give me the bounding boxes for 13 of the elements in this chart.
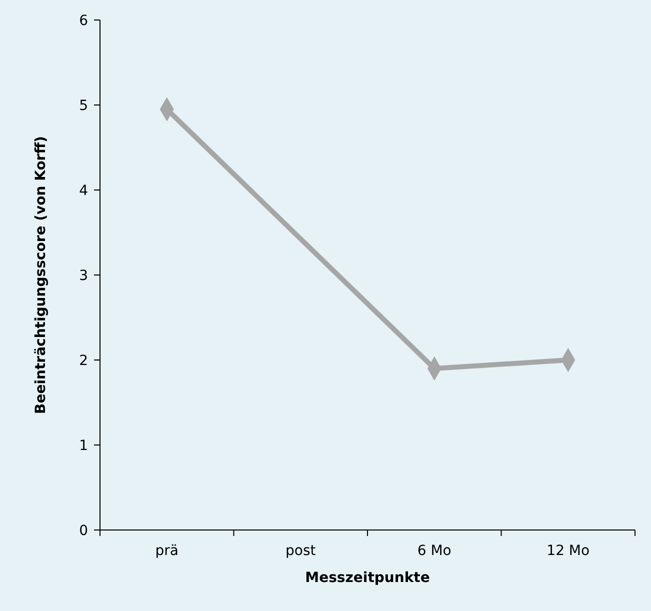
x-tick-label: 6 Mo [417,543,452,559]
y-tick-label: 2 [79,352,88,369]
y-tick-label: 1 [79,438,88,454]
x-tick-label: prä [155,543,178,559]
y-tick-label: 4 [79,182,88,199]
x-axis-title: Messzeitpunkte [305,570,430,586]
y-axis-title: Beeinträchtigungsscore (von Korff) [33,136,49,414]
y-tick-label: 6 [79,12,88,29]
y-tick-label: 3 [79,268,88,284]
y-tick-label: 0 [79,522,88,539]
y-tick-label: 5 [79,98,88,114]
x-tick-label: 12 Mo [546,543,590,559]
x-tick-label: post [286,543,316,559]
